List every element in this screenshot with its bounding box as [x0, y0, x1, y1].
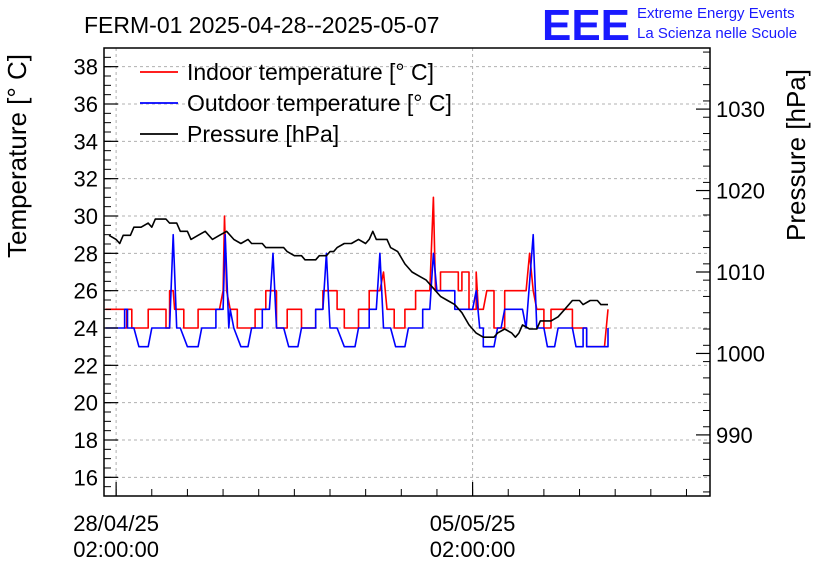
y-right-tick-label: 1000 [716, 341, 765, 366]
eee-logo-mark: EEE [542, 1, 630, 50]
y-left-tick-label: 18 [74, 428, 98, 453]
y-left-tick-label: 16 [74, 465, 98, 490]
y-right-tick-label: 1020 [716, 179, 765, 204]
series-line-2 [108, 218, 608, 339]
series-line-1 [105, 233, 609, 348]
legend: Indoor temperature [° C] Outdoor temperat… [140, 59, 452, 147]
eee-logo: EEE Extreme Energy Events La Scienza nel… [542, 1, 797, 50]
y-axis-right-title: Pressure [hPa] [781, 69, 811, 241]
y-left-tick-label: 24 [74, 316, 98, 341]
y-left-tick-label: 36 [74, 92, 98, 117]
x-tick-label-time: 02:00:00 [430, 537, 516, 562]
series-line-0 [105, 196, 609, 348]
legend-label-0: Indoor temperature [° C] [187, 59, 434, 85]
eee-logo-line1: Extreme Energy Events [637, 5, 795, 22]
y-axis-left-title: Temperature [° C] [2, 54, 32, 258]
y-left-tick-label: 20 [74, 391, 98, 416]
series-layer [105, 196, 609, 348]
y-right-tick-label: 990 [716, 423, 753, 448]
y-left-tick-label: 38 [74, 55, 98, 80]
legend-label-1: Outdoor temperature [° C] [187, 90, 452, 116]
y-right-tick-label: 1030 [716, 97, 765, 122]
grid [104, 48, 710, 496]
axes: 16 18 20 22 24 26 28 30 32 34 36 38 990 1000 1010 1020 1… [73, 47, 765, 562]
y-left-tick-label: 32 [74, 167, 98, 192]
x-tick-label-date: 28/04/25 [73, 511, 159, 536]
y-left-tick-label: 30 [74, 204, 98, 229]
y-left-tick-label: 26 [74, 279, 98, 304]
y-left-tick-label: 34 [74, 129, 98, 154]
y-left-tick-label: 22 [74, 353, 98, 378]
y-right-tick-label: 1010 [716, 260, 765, 285]
chart-title: FERM-01 2025-04-28--2025-05-07 [84, 12, 439, 38]
legend-label-2: Pressure [hPa] [187, 121, 339, 147]
y-left-tick-label: 28 [74, 241, 98, 266]
eee-logo-line2: La Scienza nelle Scuole [637, 25, 797, 42]
x-tick-label-date: 05/05/25 [430, 511, 516, 536]
x-tick-label-time: 02:00:00 [73, 537, 159, 562]
